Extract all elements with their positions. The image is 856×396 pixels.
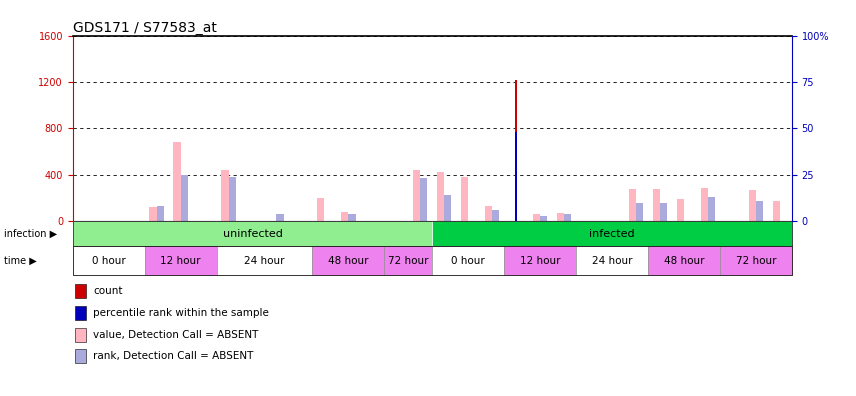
Text: 48 hour: 48 hour [663, 256, 704, 266]
Text: rank, Detection Call = ABSENT: rank, Detection Call = ABSENT [93, 351, 253, 362]
Text: time ▶: time ▶ [4, 256, 37, 266]
Text: infection ▶: infection ▶ [4, 228, 57, 239]
Bar [413, 170, 420, 221]
Bar [557, 213, 564, 221]
Bar [432, 246, 504, 275]
Bar [708, 197, 715, 221]
Bar [73, 246, 145, 275]
Bar [653, 188, 660, 221]
Bar [217, 246, 312, 275]
Bar [384, 246, 432, 275]
Text: 0 hour: 0 hour [451, 256, 485, 266]
Bar [174, 142, 181, 221]
Bar [677, 199, 684, 221]
Bar [150, 207, 157, 221]
Bar [348, 214, 355, 221]
Bar [181, 175, 187, 221]
Bar [756, 201, 763, 221]
Bar [312, 246, 384, 275]
Text: count: count [93, 286, 122, 296]
Bar [461, 177, 468, 221]
Bar [73, 221, 432, 246]
Text: 72 hour: 72 hour [735, 256, 776, 266]
Bar [540, 215, 547, 221]
Text: 12 hour: 12 hour [520, 256, 561, 266]
Text: 48 hour: 48 hour [328, 256, 369, 266]
Bar [276, 214, 283, 221]
Text: 24 hour: 24 hour [244, 256, 285, 266]
Bar [515, 132, 517, 221]
Bar [420, 179, 427, 221]
Bar [342, 212, 348, 221]
Bar [629, 188, 636, 221]
Bar [773, 202, 780, 221]
Bar [720, 246, 792, 275]
Bar [444, 195, 451, 221]
Bar [318, 198, 324, 221]
Bar [437, 172, 444, 221]
Text: 24 hour: 24 hour [591, 256, 633, 266]
Bar [533, 214, 540, 221]
Bar [485, 206, 492, 221]
Text: value, Detection Call = ABSENT: value, Detection Call = ABSENT [93, 329, 259, 340]
Bar [636, 203, 643, 221]
Bar [504, 246, 576, 275]
Text: 12 hour: 12 hour [160, 256, 201, 266]
Bar [749, 190, 756, 221]
Text: infected: infected [589, 228, 635, 239]
Bar [515, 80, 517, 221]
Text: uninfected: uninfected [223, 228, 282, 239]
Bar [576, 246, 648, 275]
Bar [564, 214, 571, 221]
Bar [222, 170, 229, 221]
Bar [492, 210, 499, 221]
Bar [157, 206, 163, 221]
Text: 0 hour: 0 hour [92, 256, 126, 266]
Bar [660, 203, 667, 221]
Bar [648, 246, 720, 275]
Text: GDS171 / S77583_at: GDS171 / S77583_at [73, 21, 217, 34]
Bar [229, 177, 235, 221]
Text: 72 hour: 72 hour [388, 256, 429, 266]
Text: percentile rank within the sample: percentile rank within the sample [93, 308, 269, 318]
Bar [701, 187, 708, 221]
Bar [432, 221, 792, 246]
Bar [145, 246, 217, 275]
